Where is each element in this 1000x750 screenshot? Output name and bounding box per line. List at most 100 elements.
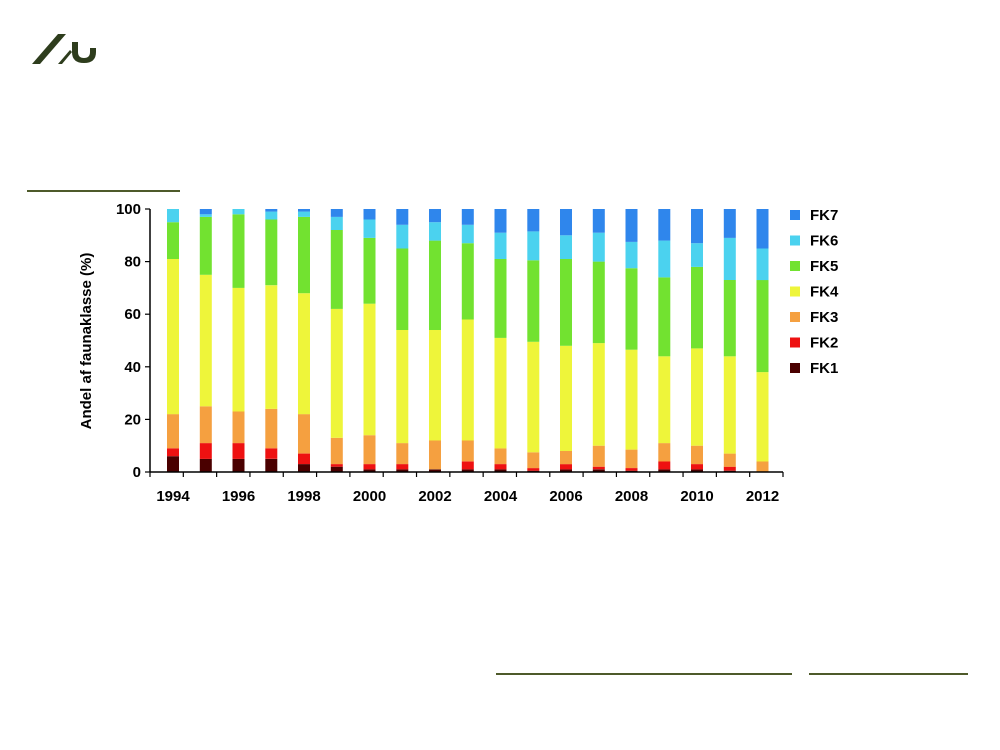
bar-fk1-1996 [232, 458, 245, 472]
x-tick-label: 2010 [680, 488, 713, 505]
legend-swatch-fk3 [790, 312, 800, 322]
x-tick-label: 2002 [418, 488, 451, 505]
bar-fk6-1996 [232, 209, 245, 215]
x-tick-label: 2008 [615, 488, 648, 505]
bar-fk7-2010 [691, 209, 703, 244]
y-tick-label: 100 [116, 201, 141, 218]
bar-fk1-2003 [461, 469, 474, 472]
bar-fk1-2006 [560, 469, 572, 472]
bar-fk6-1999 [330, 216, 343, 230]
bar-fk7-2000 [363, 209, 376, 220]
bar-fk2-1996 [232, 443, 245, 459]
y-tick-labels: 0 20 40 60 80 100 [116, 201, 141, 481]
bar-fk1-1994 [167, 456, 179, 472]
bar-fk4-2007 [592, 343, 605, 446]
bar-fk2-2003 [461, 461, 474, 470]
bar-fk4-2000 [363, 303, 376, 436]
bar-fk5-2002 [429, 240, 441, 330]
bar-fk1-2001 [396, 469, 409, 472]
bar-fk5-2011 [723, 280, 736, 357]
footer-divider-left [496, 673, 792, 675]
bar-fk5-2009 [658, 277, 671, 357]
bar-fk5-1997 [265, 219, 278, 286]
bar-fk5-2008 [625, 268, 638, 350]
legend-swatch-fk1 [790, 363, 800, 373]
bar-fk4-2002 [429, 330, 441, 441]
bar-fk5-2012 [756, 280, 769, 373]
bar-fk4-1995 [199, 274, 212, 407]
bar-fk1-1997 [265, 458, 278, 472]
bar-fk5-2006 [560, 259, 572, 346]
bar-fk6-2011 [723, 237, 736, 280]
bar-fk7-1999 [330, 209, 343, 217]
bar-fk1-1998 [298, 464, 310, 472]
bar-fk7-2011 [723, 209, 736, 238]
bar-fk3-2012 [756, 461, 769, 472]
bar-fk5-2001 [396, 248, 409, 330]
bar-fk5-2010 [691, 266, 703, 349]
bar-fk1-2002 [429, 469, 441, 472]
bar-fk5-2000 [363, 237, 376, 304]
legend: FK7 FK6 FK5 FK4 FK3 FK2 FK1 [790, 207, 839, 377]
bar-fk1-1995 [199, 458, 212, 472]
bar-fk3-1999 [330, 437, 343, 465]
legend-label-fk7: FK7 [810, 207, 838, 224]
bars-group [167, 209, 769, 472]
bar-fk6-2000 [363, 219, 376, 238]
legend-swatch-fk5 [790, 261, 800, 271]
bar-fk3-1997 [265, 408, 278, 449]
bar-fk4-2009 [658, 356, 671, 444]
legend-swatch-fk7 [790, 210, 800, 220]
x-tick-label: 2006 [549, 488, 582, 505]
x-tick-label: 2004 [484, 488, 518, 505]
bar-fk7-2006 [560, 209, 572, 236]
bar-fk4-2004 [494, 337, 507, 449]
bar-fk3-2005 [527, 452, 540, 469]
x-tick-label: 1994 [156, 488, 190, 505]
bar-fk6-2012 [756, 248, 769, 281]
x-tick-labels: 1994 1996 1998 2000 2002 2004 2006 2008 2010 2012 [156, 488, 779, 505]
bar-fk3-2007 [592, 445, 605, 467]
bar-fk3-1994 [167, 414, 179, 449]
y-tick-label: 0 [133, 464, 141, 481]
bar-fk4-2010 [691, 348, 703, 446]
legend-label-fk2: FK2 [810, 335, 838, 352]
bar-fk3-2000 [363, 435, 376, 465]
bar-fk6-2007 [592, 232, 605, 262]
bar-fk6-2003 [461, 224, 474, 244]
x-tick-label: 2012 [746, 488, 779, 505]
bar-fk7-1997 [265, 209, 278, 212]
bar-fk1-2009 [658, 469, 671, 472]
bar-fk3-2009 [658, 443, 671, 462]
bar-fk2-2011 [723, 466, 736, 471]
legend-label-fk4: FK4 [810, 284, 839, 301]
bar-fk6-1998 [298, 211, 310, 217]
footer-divider-right [809, 673, 968, 675]
bar-fk5-2003 [461, 243, 474, 320]
bar-fk3-1998 [298, 414, 310, 454]
legend-label-fk5: FK5 [810, 258, 838, 275]
bar-fk7-2001 [396, 209, 409, 225]
bar-fk7-2008 [625, 209, 638, 242]
bar-fk4-2011 [723, 356, 736, 454]
bar-fk4-2005 [527, 341, 540, 453]
bar-fk3-2002 [429, 440, 441, 470]
bar-fk5-2007 [592, 261, 605, 344]
bar-fk4-1999 [330, 308, 343, 438]
y-tick-label: 20 [124, 411, 141, 428]
y-tick-label: 40 [124, 359, 141, 376]
bar-fk4-2006 [560, 345, 572, 451]
bar-fk6-2002 [429, 222, 441, 241]
bar-fk7-2007 [592, 209, 605, 233]
legend-swatch-fk4 [790, 286, 800, 297]
bar-fk2-2007 [592, 466, 605, 470]
bar-fk6-2010 [691, 243, 703, 267]
bar-fk3-2001 [396, 443, 409, 465]
bar-fk1-2007 [592, 469, 605, 472]
bar-fk1-2004 [494, 469, 507, 472]
bar-fk2-2009 [658, 461, 671, 470]
bar-fk5-1999 [330, 230, 343, 309]
bar-fk6-1995 [199, 214, 212, 217]
bar-fk3-2004 [494, 448, 507, 465]
